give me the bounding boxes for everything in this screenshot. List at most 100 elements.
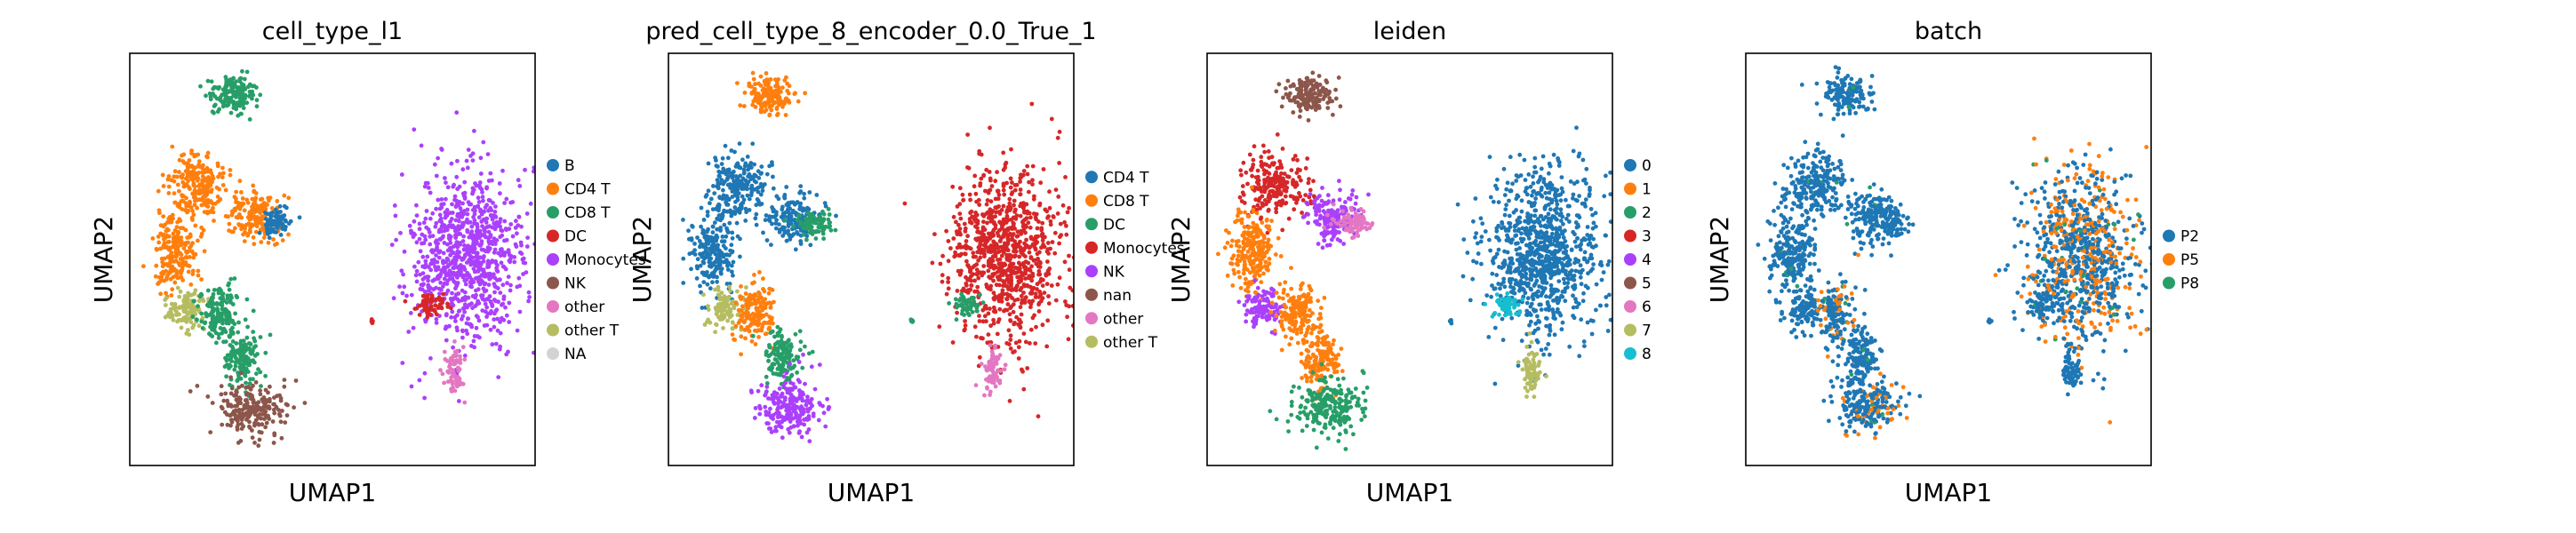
point: [782, 358, 788, 363]
point: [953, 297, 958, 302]
point: [434, 173, 439, 179]
point: [183, 255, 188, 259]
point: [175, 182, 180, 187]
point: [1017, 317, 1021, 322]
point: [486, 179, 492, 183]
point: [981, 248, 987, 253]
point: [967, 288, 972, 292]
point: [744, 310, 749, 314]
point: [1046, 268, 1051, 273]
point: [171, 239, 176, 244]
point: [728, 208, 732, 213]
point: [153, 274, 158, 279]
point: [421, 220, 427, 226]
point: [796, 360, 802, 364]
point: [219, 300, 224, 306]
point: [777, 366, 781, 370]
point: [461, 234, 466, 239]
point: [457, 308, 462, 314]
point: [235, 399, 240, 403]
point: [442, 228, 447, 234]
point: [716, 302, 721, 307]
point: [985, 340, 990, 346]
point: [792, 396, 797, 401]
x-axis-label: UMAP1: [289, 478, 377, 507]
point: [205, 189, 211, 195]
point: [155, 247, 159, 252]
point: [1033, 341, 1038, 346]
point: [955, 245, 960, 251]
cluster-9: [782, 207, 838, 243]
point: [726, 230, 731, 235]
point: [781, 374, 787, 379]
point: [468, 322, 474, 328]
cluster-10: [902, 101, 1074, 419]
point: [247, 381, 252, 386]
point: [223, 355, 228, 361]
point: [798, 339, 804, 345]
point: [791, 224, 796, 229]
point: [425, 292, 430, 298]
point: [477, 255, 483, 260]
point: [250, 406, 255, 410]
point: [207, 313, 212, 317]
point: [164, 268, 169, 274]
point: [513, 242, 518, 247]
point: [187, 264, 192, 268]
point: [990, 272, 996, 277]
point: [256, 443, 261, 449]
point: [199, 311, 204, 316]
point: [1009, 217, 1013, 222]
point: [751, 76, 756, 82]
point: [714, 233, 719, 238]
point: [804, 399, 809, 403]
point: [460, 167, 466, 172]
point: [242, 208, 247, 213]
point: [785, 339, 789, 345]
point: [487, 294, 492, 298]
point: [245, 233, 251, 238]
point: [767, 219, 772, 224]
point: [725, 309, 730, 314]
point: [502, 219, 508, 224]
point: [699, 242, 704, 247]
point: [1011, 232, 1016, 236]
point: [711, 273, 716, 277]
point: [1025, 366, 1030, 370]
point: [460, 316, 464, 322]
point: [792, 385, 797, 390]
point: [975, 284, 980, 290]
point: [245, 362, 251, 367]
point: [244, 380, 248, 386]
point: [788, 419, 793, 424]
point: [985, 198, 990, 203]
point: [490, 342, 495, 347]
point: [753, 96, 757, 101]
point: [973, 191, 979, 196]
point: [769, 414, 774, 419]
point: [1013, 244, 1019, 250]
point: [224, 84, 229, 89]
point: [166, 184, 172, 189]
point: [701, 260, 707, 266]
point: [1065, 210, 1070, 215]
point: [251, 235, 256, 240]
point: [417, 227, 422, 232]
point: [703, 273, 708, 277]
point: [794, 410, 798, 416]
point: [796, 423, 800, 428]
point: [451, 266, 456, 270]
point: [463, 282, 468, 287]
point: [1009, 304, 1014, 309]
point: [426, 265, 431, 269]
point: [501, 294, 507, 299]
point: [211, 205, 215, 211]
point: [258, 392, 263, 397]
point: [228, 77, 233, 82]
point: [424, 225, 429, 230]
point: [263, 350, 268, 355]
point: [205, 288, 211, 293]
legend-marker: [547, 159, 559, 171]
point: [470, 158, 476, 163]
point: [179, 274, 184, 280]
